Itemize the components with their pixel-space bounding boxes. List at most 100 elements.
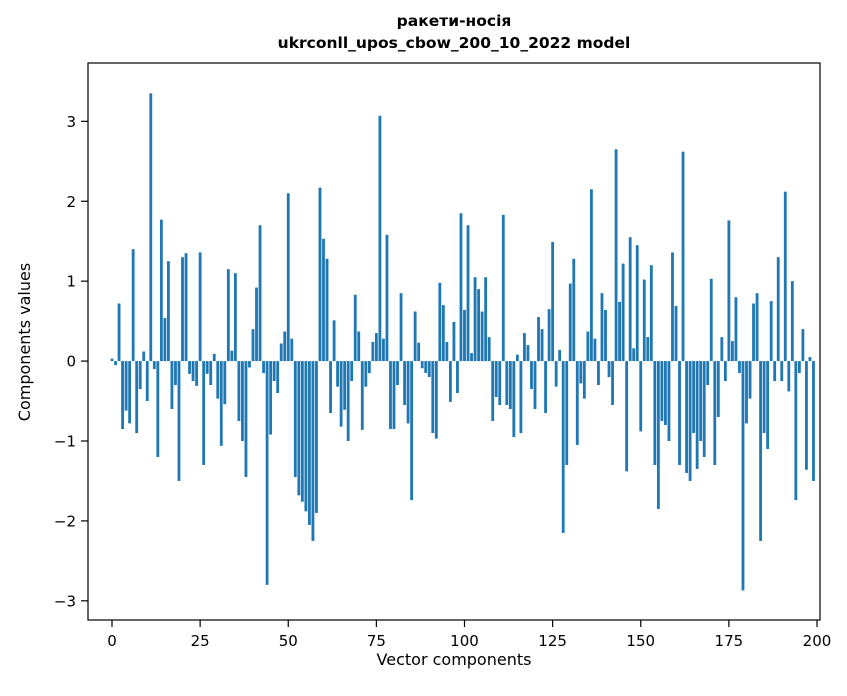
bar — [730, 341, 734, 362]
bar — [198, 252, 202, 362]
bar — [163, 317, 167, 362]
bar — [382, 338, 385, 362]
bar — [269, 361, 273, 435]
bar — [713, 361, 717, 465]
bar — [695, 361, 699, 469]
bar — [392, 361, 396, 430]
bar — [445, 341, 449, 362]
bar — [491, 361, 495, 422]
bar — [459, 213, 463, 362]
bar — [219, 361, 223, 446]
bar — [233, 273, 237, 362]
bar — [135, 361, 139, 433]
bar — [396, 361, 399, 386]
bar — [297, 361, 301, 496]
bar — [332, 320, 336, 362]
bar — [371, 341, 375, 362]
bar — [780, 361, 784, 382]
bar — [639, 361, 643, 432]
bar — [262, 361, 265, 374]
bar — [575, 361, 579, 445]
bar — [628, 237, 632, 362]
x-tick-label: 0 — [107, 632, 117, 650]
y-tick-label: 0 — [66, 353, 76, 371]
bar — [702, 361, 706, 457]
bar — [477, 289, 481, 362]
bar — [311, 361, 315, 541]
bar — [452, 321, 456, 362]
bar — [149, 93, 153, 362]
bar — [688, 361, 692, 481]
bar — [589, 189, 593, 362]
bar — [540, 329, 544, 362]
y-tick-label: 1 — [66, 273, 76, 291]
bar — [212, 353, 216, 362]
bar — [812, 361, 815, 481]
bar — [350, 361, 354, 382]
bar — [205, 361, 209, 374]
bar — [156, 361, 160, 457]
y-tick-label: −1 — [54, 432, 76, 450]
bar — [300, 361, 304, 502]
bar — [466, 225, 470, 362]
bar — [674, 305, 678, 362]
bar — [420, 361, 424, 369]
bar — [671, 252, 674, 362]
bar — [315, 361, 318, 513]
bar — [152, 361, 156, 370]
x-tick-label: 100 — [450, 632, 479, 650]
bar — [364, 361, 368, 387]
chart-title-line2: ukrconll_upos_cbow_200_10_2022 model — [277, 34, 631, 52]
bar — [230, 350, 234, 362]
bar — [424, 361, 428, 374]
bar — [614, 149, 618, 362]
bar — [723, 361, 727, 382]
bar — [632, 348, 636, 362]
bar — [286, 193, 290, 362]
bar — [145, 361, 149, 402]
bar — [611, 361, 614, 406]
bar — [114, 361, 117, 366]
bar — [642, 279, 646, 362]
y-axis-label: Components values — [15, 262, 34, 422]
x-tick-label: 175 — [715, 632, 744, 650]
bar — [195, 361, 199, 386]
bar — [621, 263, 625, 362]
bar — [519, 361, 523, 433]
bar — [385, 234, 389, 362]
bar — [769, 301, 773, 362]
bar — [427, 361, 431, 378]
bar — [762, 361, 766, 433]
bar — [251, 329, 255, 362]
bar — [790, 281, 794, 362]
bar — [681, 151, 685, 362]
bar — [752, 303, 755, 362]
bar — [191, 361, 195, 382]
bar — [487, 337, 491, 362]
x-tick-label: 150 — [626, 632, 655, 650]
bar — [456, 361, 459, 394]
y-tick-label: −2 — [54, 512, 76, 530]
bar — [582, 361, 586, 399]
bar — [434, 361, 438, 439]
bar — [600, 293, 604, 362]
bar — [378, 115, 382, 362]
bar — [117, 303, 121, 362]
bar — [808, 357, 812, 362]
bar — [216, 361, 220, 399]
x-axis-label: Vector components — [376, 650, 532, 669]
bar — [142, 351, 146, 362]
bar — [787, 361, 791, 392]
bar — [410, 361, 414, 501]
bar — [716, 361, 720, 418]
bar — [776, 257, 780, 362]
bar — [470, 353, 473, 362]
bar — [329, 361, 332, 414]
bar — [523, 333, 526, 362]
bar — [357, 331, 361, 362]
bar — [699, 361, 703, 441]
bar — [565, 361, 569, 465]
bar — [272, 361, 276, 382]
